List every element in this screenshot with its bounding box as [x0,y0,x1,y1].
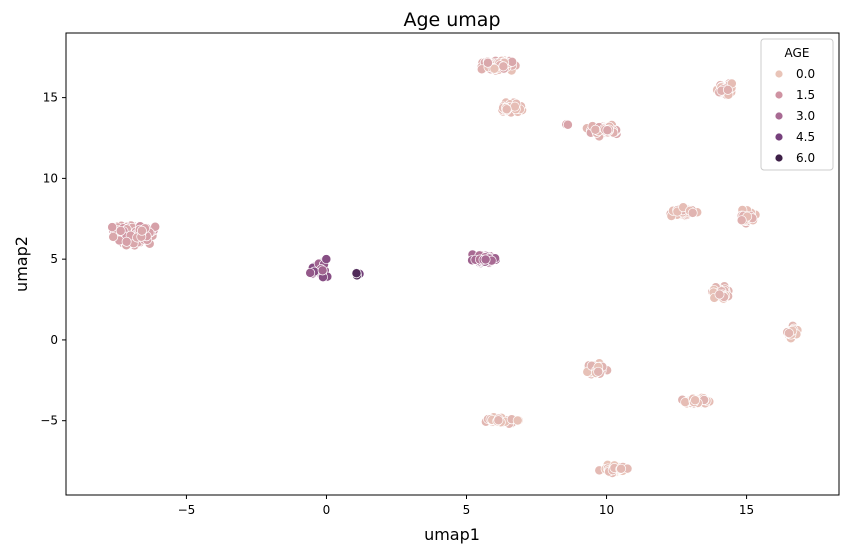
legend-label: 6.0 [796,151,815,165]
y-tick-label: −5 [40,414,58,428]
y-axis-ticks: −5 0 5 10 15 [40,91,66,428]
data-point [562,119,573,130]
data-point [512,415,523,426]
data-point [509,101,520,112]
x-axis-ticks: −5 0 5 10 15 [178,495,754,517]
y-tick-label: 5 [50,252,58,266]
legend-marker [774,111,784,121]
legend-label: 0.0 [796,67,815,81]
data-point [590,124,601,135]
data-point [107,222,118,233]
data-point [501,104,512,115]
data-point [687,207,698,218]
legend-label: 4.5 [796,130,815,144]
data-point [616,463,627,474]
legend-label: 3.0 [796,109,815,123]
data-point [498,61,509,72]
x-tick-label: 10 [599,503,614,517]
data-point [714,289,725,300]
x-tick-label: −5 [178,503,196,517]
data-point [115,225,126,236]
data-point [784,328,794,339]
x-tick-label: 15 [739,503,754,517]
data-point [493,415,504,426]
x-tick-label: 0 [323,503,331,517]
y-tick-label: 15 [43,91,58,105]
data-point [305,267,316,278]
data-point [722,84,733,95]
legend: AGE 0.0 1.5 3.0 4.5 6.0 [760,38,834,171]
data-point [593,366,604,377]
data-point [136,225,147,236]
data-point [690,395,701,406]
legend-title: AGE [785,46,810,60]
x-tick-label: 5 [463,503,471,517]
legend-marker [774,132,784,142]
plot-frame [65,32,840,496]
x-axis-label: umap1 [424,525,480,544]
y-axis-label: umap2 [12,236,31,292]
legend-marker [774,69,784,79]
data-point [317,265,328,276]
y-tick-label: 0 [50,333,58,347]
data-point [108,231,119,242]
scatter-points [107,55,803,478]
data-point [351,268,362,279]
y-tick-label: 10 [43,171,58,185]
data-point [482,57,493,68]
data-point [480,254,491,265]
legend-label: 1.5 [796,88,815,102]
data-point [321,254,332,265]
legend-marker [774,153,784,163]
legend-marker [774,90,784,100]
data-point [489,63,500,74]
data-point [121,236,132,247]
chart-title: Age umap [403,9,500,31]
data-point [736,215,747,226]
data-point [602,125,613,136]
